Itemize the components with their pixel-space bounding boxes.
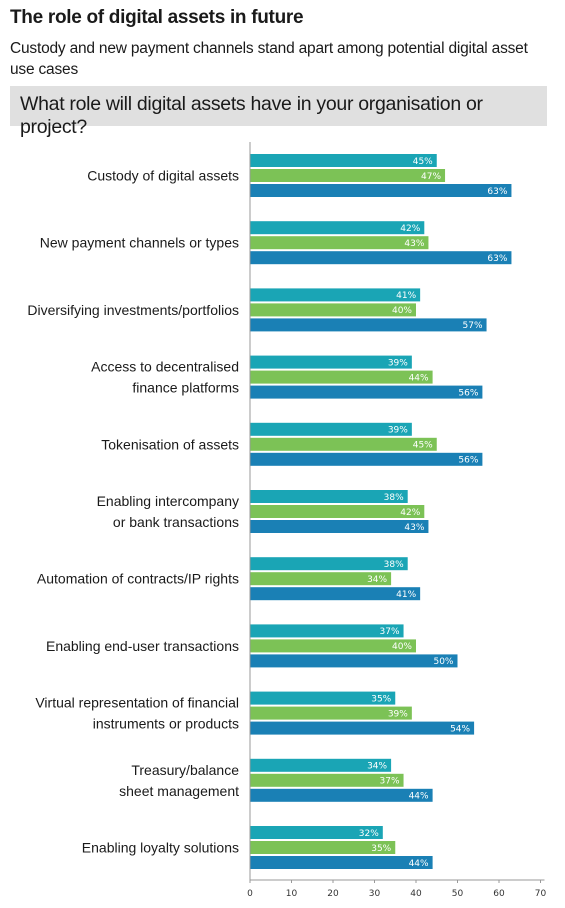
bar-7-series-3: [250, 587, 421, 601]
bar-11-series-1: [250, 826, 383, 839]
chart-title: The role of digital assets in future: [10, 7, 304, 28]
bar-11-series-3: [250, 856, 433, 869]
bar-5-series-1: [250, 422, 412, 436]
bar-5-series-2: [250, 437, 437, 451]
category-label-6-line-2: or bank transactions: [113, 514, 239, 530]
bar-10-series-2: [250, 773, 404, 787]
value-label-9-1: 35%: [371, 694, 391, 704]
value-label-7-2: 34%: [367, 575, 387, 585]
bar-9-series-2: [250, 706, 412, 720]
bar-10-series-3: [250, 788, 433, 802]
value-label-4-2: 44%: [409, 373, 429, 383]
x-tick-label-50: 50: [452, 889, 464, 899]
value-label-6-2: 42%: [400, 508, 420, 518]
value-label-6-3: 43%: [404, 523, 424, 533]
value-label-9-3: 54%: [450, 724, 470, 734]
value-label-2-2: 43%: [404, 239, 424, 249]
bar-3-series-2: [250, 303, 416, 317]
bar-4-series-1: [250, 355, 412, 369]
chart-subtitle: Custody and new payment channels stand a…: [10, 40, 528, 78]
x-tick-label-30: 30: [369, 889, 381, 899]
x-axis: 0 10 20 30 40 50 60 70: [247, 142, 546, 899]
bar-10-series-1: [250, 758, 392, 772]
value-label-7-3: 41%: [396, 590, 416, 600]
x-tick-label-40: 40: [410, 889, 422, 899]
bar-3-series-1: [250, 288, 421, 302]
value-label-8-2: 40%: [392, 642, 412, 652]
bar-6-series-2: [250, 505, 425, 518]
value-label-11-1: 32%: [359, 829, 379, 839]
category-label-11: Enabling loyalty solutions: [82, 840, 239, 856]
bar-2-series-1: [250, 221, 425, 235]
category-label-1: Custody of digital assets: [87, 168, 239, 184]
bar-8-series-2: [250, 639, 416, 653]
bar-3-series-3: [250, 318, 487, 332]
x-tick-label-70: 70: [535, 889, 547, 899]
value-label-3-3: 57%: [463, 321, 483, 331]
bar-1-series-3: [250, 184, 512, 197]
category-label-8: Enabling end-user transactions: [46, 638, 239, 654]
category-label-9-line-1: Virtual representation of financial: [35, 695, 239, 711]
bar-5-series-3: [250, 452, 483, 466]
x-tick-label-10: 10: [286, 889, 298, 899]
bar-9-series-1: [250, 691, 396, 705]
value-label-3-2: 40%: [392, 306, 412, 316]
bar-8-series-3: [250, 654, 458, 668]
value-label-6-1: 38%: [384, 493, 404, 503]
bar-7-series-1: [250, 557, 408, 571]
bar-1-series-2: [250, 169, 446, 182]
bar-4-series-2: [250, 370, 433, 384]
value-label-5-1: 39%: [388, 426, 408, 436]
category-label-2: New payment channels or types: [40, 235, 239, 251]
value-label-10-2: 37%: [380, 777, 400, 787]
value-label-5-2: 45%: [413, 441, 433, 451]
value-label-10-3: 44%: [409, 792, 429, 802]
category-labels-group: Custody of digital assets New payment cha…: [27, 168, 239, 856]
category-label-3: Diversifying investments/portfolios: [27, 302, 239, 318]
x-tick-label-0: 0: [247, 889, 253, 899]
value-label-11-3: 44%: [409, 859, 429, 869]
bar-11-series-2: [250, 841, 396, 854]
bar-8-series-1: [250, 624, 404, 638]
value-label-2-1: 42%: [400, 224, 420, 234]
value-label-5-3: 56%: [458, 456, 478, 466]
value-label-4-1: 39%: [388, 358, 408, 368]
survey-question: What role will digital assets have in yo…: [10, 86, 547, 138]
value-label-4-3: 56%: [458, 388, 478, 398]
category-label-5: Tokenisation of assets: [101, 436, 239, 452]
bar-6-series-3: [250, 520, 429, 533]
value-label-2-3: 63%: [487, 254, 507, 264]
bar-6-series-1: [250, 490, 408, 503]
value-label-1-2: 47%: [421, 172, 441, 182]
category-label-9-line-2: instruments or products: [93, 716, 239, 732]
category-label-7: Automation of contracts/IP rights: [37, 571, 239, 587]
category-label-10-line-1: Treasury/balance: [131, 762, 239, 778]
value-label-11-2: 35%: [371, 844, 391, 854]
x-tick-label-60: 60: [493, 889, 505, 899]
value-label-3-1: 41%: [396, 291, 416, 301]
value-label-7-1: 38%: [384, 560, 404, 570]
bar-4-series-3: [250, 385, 483, 399]
value-label-10-1: 34%: [367, 762, 387, 772]
category-label-6-line-1: Enabling intercompany: [97, 493, 239, 509]
bar-1-series-1: [250, 154, 437, 167]
value-label-1-1: 45%: [413, 157, 433, 167]
value-label-1-3: 63%: [487, 187, 507, 197]
bar-7-series-2: [250, 572, 392, 586]
category-label-10-line-2: sheet management: [119, 783, 239, 799]
value-label-8-3: 50%: [433, 657, 453, 667]
x-tick-label-20: 20: [327, 889, 339, 899]
value-label-8-1: 37%: [380, 627, 400, 637]
category-label-4-line-1: Access to decentralised: [91, 359, 239, 375]
value-label-9-2: 39%: [388, 709, 408, 719]
bar-2-series-2: [250, 236, 429, 250]
bar-2-series-3: [250, 251, 512, 265]
category-label-4-line-2: finance platforms: [132, 380, 239, 396]
bar-9-series-3: [250, 721, 475, 735]
bars-group: 45%47%63%42%43%63%41%40%57%39%44%56%39%4…: [250, 154, 512, 869]
